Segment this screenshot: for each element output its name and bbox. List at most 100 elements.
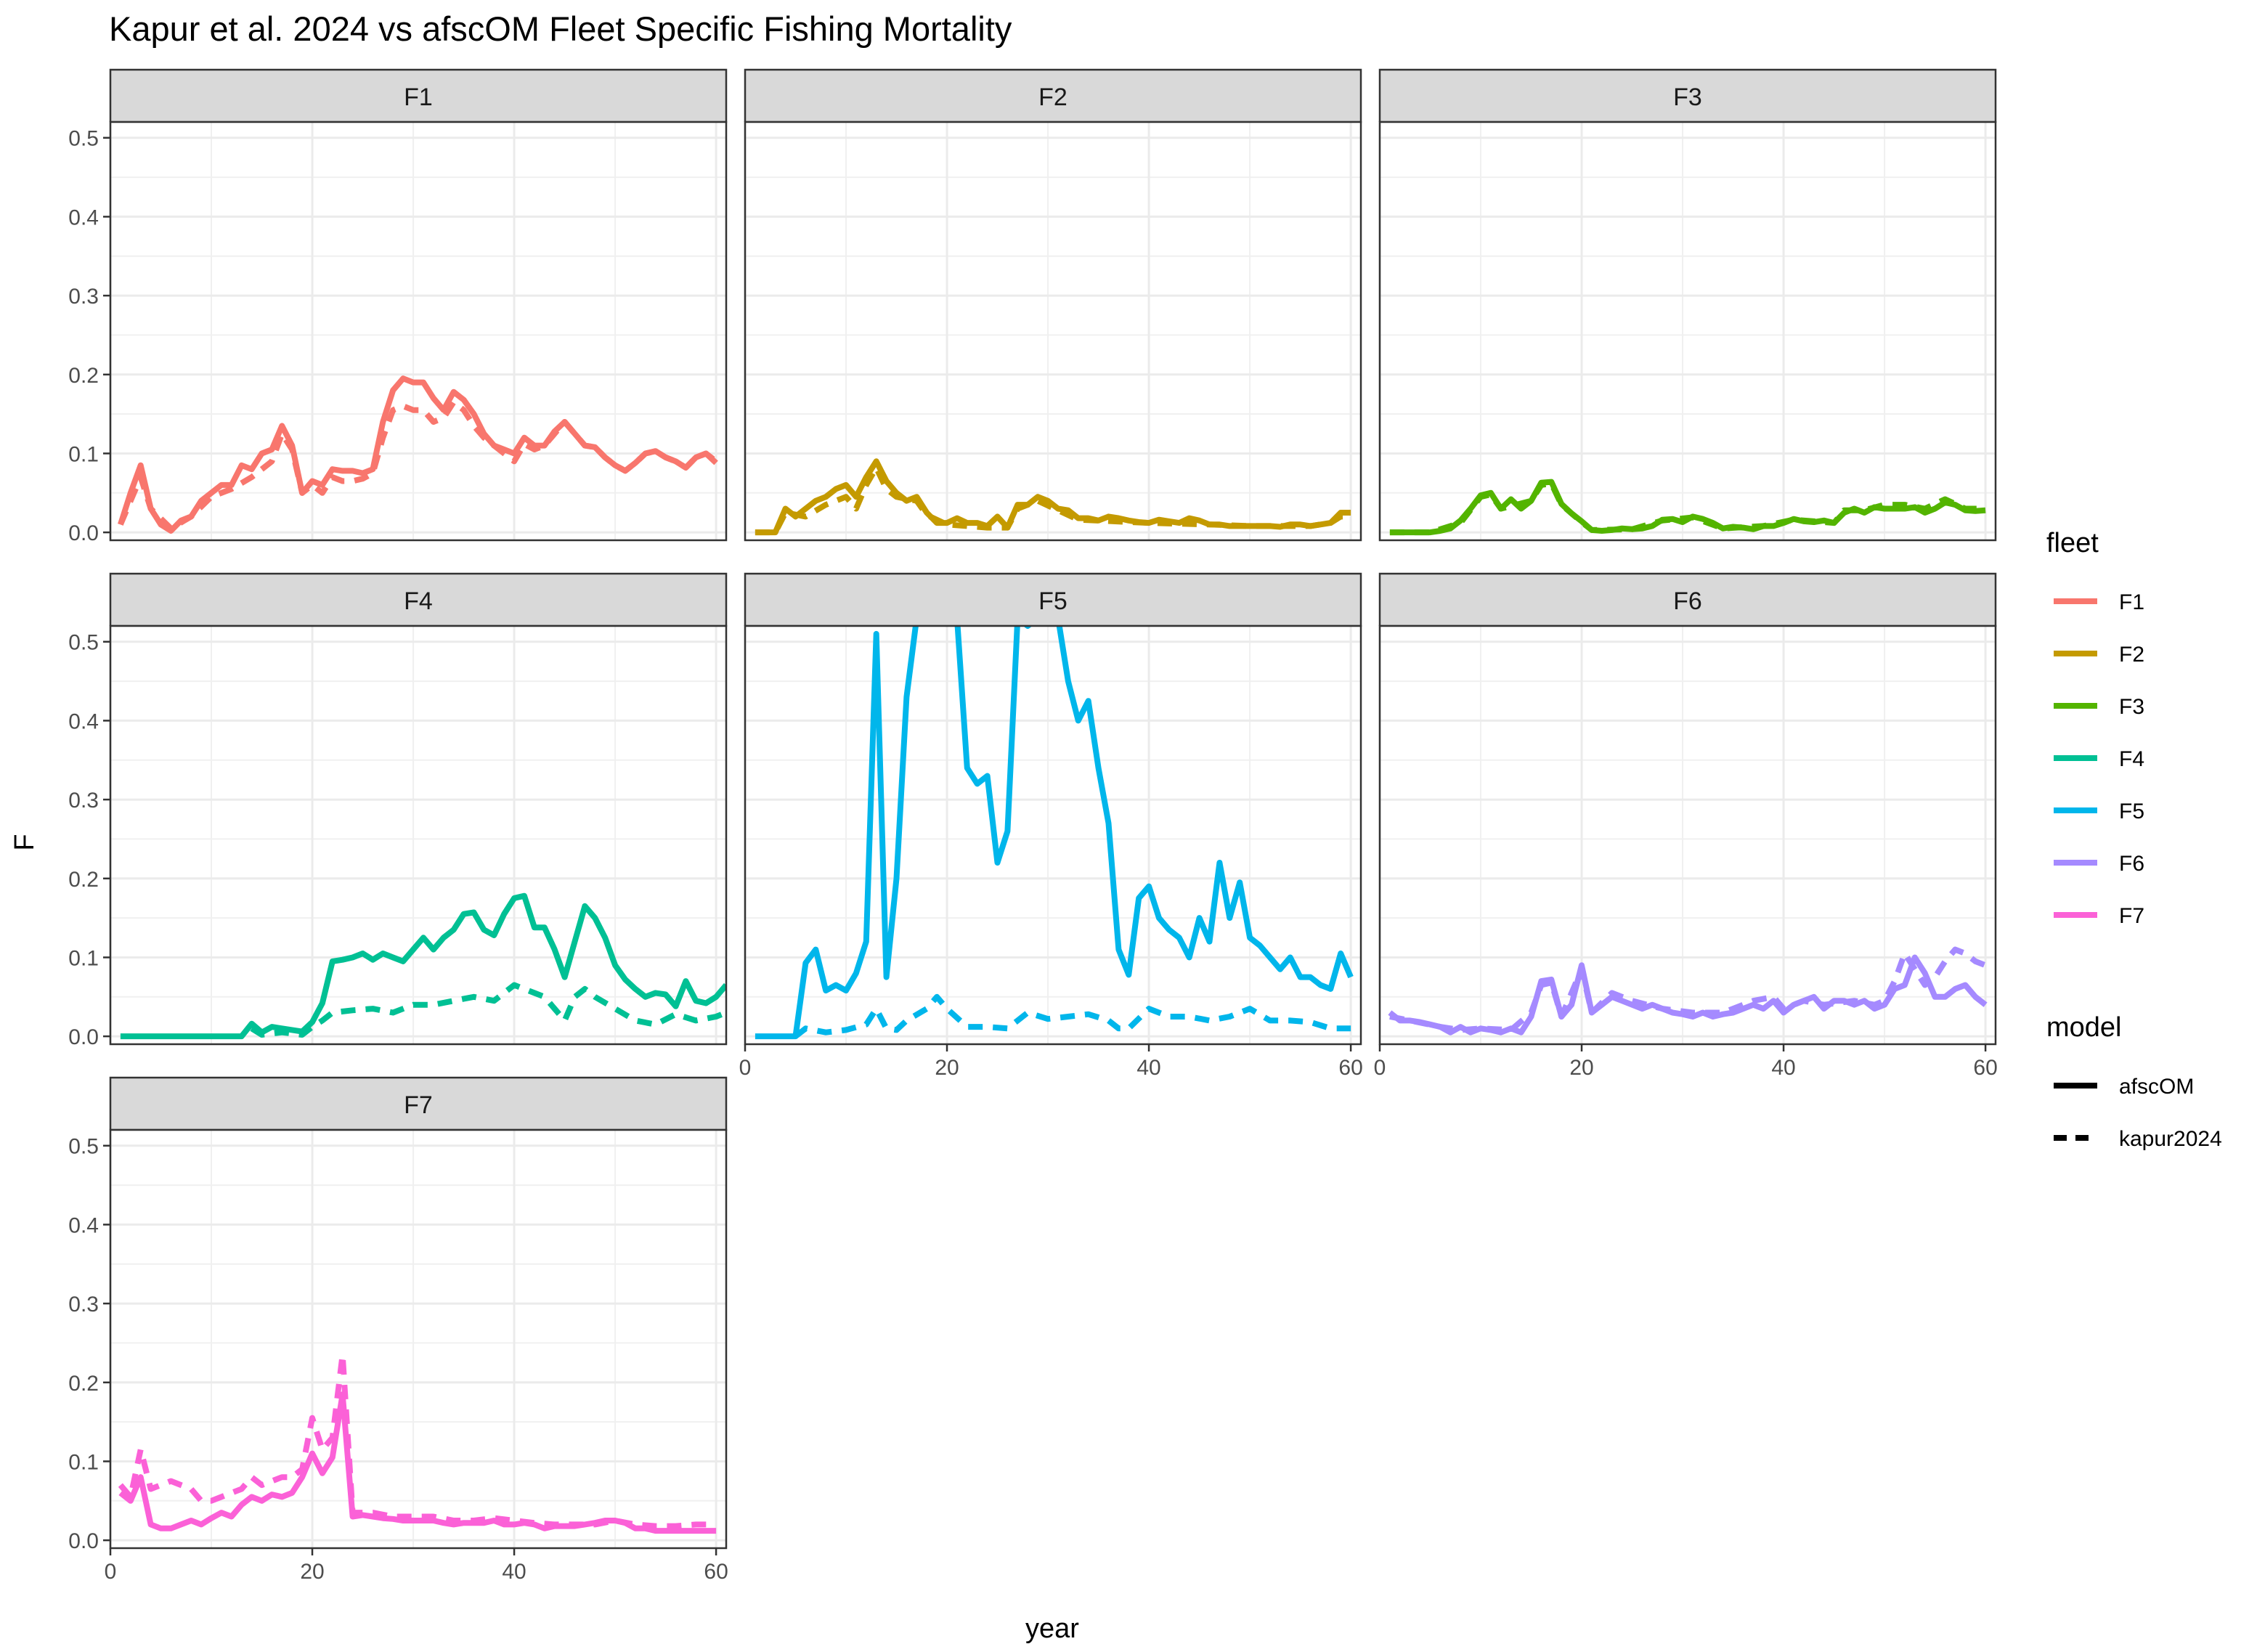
legend-model-items: afscOM kapur2024 xyxy=(2054,1075,2222,1151)
panel-plot-area-f3 xyxy=(1380,122,1996,540)
y-tick-label-f4: 0.3 xyxy=(68,789,99,813)
panel-strip-f7 xyxy=(109,1076,728,1131)
y-tick-label-f1: 0.4 xyxy=(68,206,99,229)
series-line-f5-kapur2024 xyxy=(794,993,1351,1039)
series-line-f6-kapur2024 xyxy=(1389,946,1987,1033)
y-tick-label-f4: 0.5 xyxy=(68,631,99,655)
series-line-f3-kapur2024 xyxy=(1389,480,1986,536)
panel-f4: F4 0.0 0.1 0.2 0.3 0.4 0.5 xyxy=(68,572,728,1049)
x-tick-label-f5: 0 xyxy=(739,1056,752,1080)
series-group-f7 xyxy=(118,1351,717,1534)
x-tick-label-f6: 0 xyxy=(1374,1056,1386,1080)
legend: fleet F1 F2 F3 F4 F5 F6 F7 model afscOM kapur20… xyxy=(2046,528,2222,1151)
series-line-f2-kapur2024 xyxy=(755,465,1351,536)
series-line-f1-afscom xyxy=(118,375,718,534)
panel-strip-f5 xyxy=(744,572,1362,627)
panel-plot-area-f4 xyxy=(110,626,726,1044)
panel-border-f6 xyxy=(1378,624,1997,1046)
panel-f6: F6 0 20 40 60 xyxy=(1374,572,1998,1080)
legend-label-f4: F4 xyxy=(2119,747,2144,771)
legend-label-f1: F1 xyxy=(2119,590,2144,614)
legend-label-kapur2024: kapur2024 xyxy=(2119,1127,2222,1151)
series-line-f4-afscom xyxy=(120,892,726,1040)
y-tick-label-f7: 0.5 xyxy=(68,1135,99,1159)
x-tick-label-f6: 20 xyxy=(1569,1056,1593,1080)
legend-label-afscom: afscOM xyxy=(2119,1075,2194,1099)
legend-label-f2: F2 xyxy=(2119,643,2144,667)
panel-strip-f4 xyxy=(109,572,728,627)
legend-label-f7: F7 xyxy=(2119,904,2144,928)
series-group-f1 xyxy=(118,375,718,534)
y-tick-label-f7: 0.1 xyxy=(68,1450,99,1474)
panel-strip-f2 xyxy=(744,68,1362,123)
series-line-f1-kapur2024 xyxy=(118,399,718,532)
x-tick-label-f7: 60 xyxy=(704,1560,728,1584)
panel-strip-label-f5: F5 xyxy=(1038,587,1068,615)
series-line-f2-afscom xyxy=(755,458,1351,536)
panel-border-f5 xyxy=(744,624,1362,1046)
y-tick-label-f4: 0.1 xyxy=(68,946,99,970)
panel-f1: F1 0.0 0.1 0.2 0.3 0.4 0.5 xyxy=(68,68,728,545)
panel-strip-f6 xyxy=(1378,572,1997,627)
series-group-f4 xyxy=(120,892,726,1040)
series-line-f7-afscom xyxy=(118,1391,717,1534)
series-line-f4-kapur2024 xyxy=(250,982,726,1038)
x-axis-title: year xyxy=(1025,1614,1079,1644)
legend-label-f5: F5 xyxy=(2119,799,2144,823)
panel-plot-area-f6 xyxy=(1380,626,1996,1044)
legend-label-f3: F3 xyxy=(2119,695,2144,719)
panel-strip-f1 xyxy=(109,68,728,123)
y-tick-label-f4: 0.0 xyxy=(68,1025,99,1049)
panel-strip-label-f3: F3 xyxy=(1673,84,1702,111)
panel-strip-label-f7: F7 xyxy=(404,1091,433,1119)
y-tick-label-f7: 0.3 xyxy=(68,1293,99,1317)
y-tick-label-f7: 0.0 xyxy=(68,1529,99,1553)
x-tick-label-f7: 40 xyxy=(502,1560,526,1584)
y-tick-label-f4: 0.2 xyxy=(68,868,99,892)
chart-title: Kapur et al. 2024 vs afscOM Fleet Specif… xyxy=(109,9,1012,48)
panels-layer: F1 0.0 0.1 0.2 0.3 0.4 0.5 F2 F3 F4 0.0 0.1 0.2 0.3 0.… xyxy=(68,68,1998,1584)
series-line-f5-afscom xyxy=(755,626,1354,1040)
panel-border-f3 xyxy=(1378,121,1997,542)
panel-strip-label-f2: F2 xyxy=(1038,84,1068,111)
y-tick-label-f1: 0.1 xyxy=(68,442,99,466)
legend-fleet-title: fleet xyxy=(2046,528,2099,558)
panel-border-f7 xyxy=(109,1128,728,1550)
panel-strip-label-f6: F6 xyxy=(1673,587,1702,615)
legend-model-title: model xyxy=(2046,1012,2122,1043)
x-tick-label-f6: 60 xyxy=(1973,1056,1997,1080)
panel-f7: F7 0.0 0.1 0.2 0.3 0.4 0.5 0 20 40 60 xyxy=(68,1076,728,1584)
x-tick-label-f5: 20 xyxy=(935,1056,959,1080)
panel-strip-label-f1: F1 xyxy=(404,84,433,111)
panel-border-f4 xyxy=(109,624,728,1046)
series-group-f2 xyxy=(755,458,1351,536)
panel-plot-area-f2 xyxy=(745,122,1361,540)
panel-plot-area-f5 xyxy=(745,626,1361,1044)
panel-plot-area-f1 xyxy=(110,122,726,540)
x-tick-label-f5: 60 xyxy=(1338,1056,1362,1080)
panel-f5: F5 0 20 40 60 xyxy=(739,572,1363,1080)
y-tick-label-f1: 0.3 xyxy=(68,285,99,309)
series-group-f6 xyxy=(1388,946,1988,1035)
panel-strip-label-f4: F4 xyxy=(404,587,433,615)
panel-border-f1 xyxy=(109,121,728,542)
x-tick-label-f5: 40 xyxy=(1136,1056,1160,1080)
panel-strip-f3 xyxy=(1378,68,1997,123)
panel-border-f2 xyxy=(744,121,1362,542)
y-tick-label-f1: 0.5 xyxy=(68,127,99,151)
y-tick-label-f7: 0.4 xyxy=(68,1213,99,1237)
series-group-f5 xyxy=(755,626,1354,1040)
x-tick-label-f6: 40 xyxy=(1771,1056,1795,1080)
panel-f2: F2 xyxy=(744,68,1362,542)
y-tick-label-f7: 0.2 xyxy=(68,1372,99,1396)
y-tick-label-f4: 0.4 xyxy=(68,709,99,733)
x-tick-label-f7: 0 xyxy=(105,1560,117,1584)
series-line-f7-kapur2024 xyxy=(118,1351,717,1529)
y-tick-label-f1: 0.2 xyxy=(68,364,99,388)
panel-f3: F3 xyxy=(1378,68,1997,542)
legend-label-f6: F6 xyxy=(2119,852,2144,876)
series-group-f3 xyxy=(1389,479,1986,536)
y-tick-label-f1: 0.0 xyxy=(68,521,99,545)
